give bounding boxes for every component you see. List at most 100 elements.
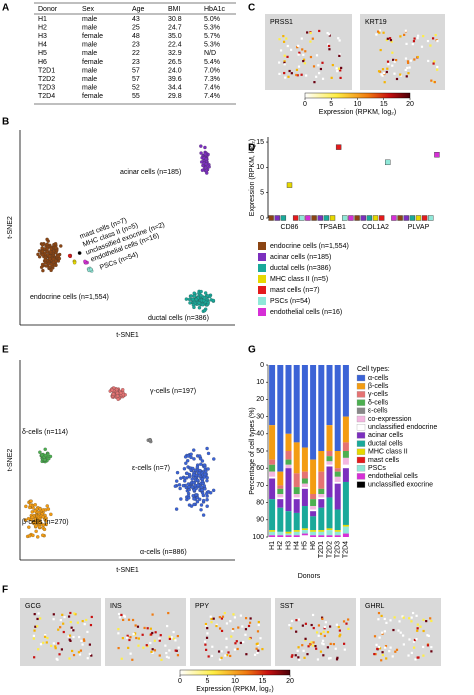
cell-dot [378, 31, 381, 34]
cell-dot [127, 618, 131, 621]
cell-dot [45, 504, 49, 508]
cell-dot [283, 71, 286, 75]
cell-dot [319, 67, 323, 71]
cell-dot [290, 655, 293, 658]
cell-dot [326, 31, 329, 35]
cell-dot [202, 296, 207, 300]
bar-segment [293, 473, 300, 488]
cell-dot [229, 654, 232, 658]
feature-panel [265, 14, 352, 90]
cell-dot [58, 653, 61, 656]
cell-dot [42, 527, 47, 532]
cell-dot [47, 265, 52, 270]
cell-dot [295, 619, 298, 622]
table-cell: 23 [132, 42, 140, 49]
table-cell: N/D [204, 50, 216, 57]
bar-segment [269, 499, 276, 531]
cell-dot [69, 620, 72, 624]
cell-dot [381, 68, 385, 71]
legend-label: ductal cells [368, 440, 403, 447]
cell-dot [419, 625, 422, 628]
y-tick-label: 70 [256, 482, 264, 489]
legend-swatch [356, 448, 366, 455]
x-tick-label: H1 [269, 541, 276, 550]
cell-dot [336, 656, 339, 659]
legend-label: ductal cells (n=386) [270, 265, 331, 272]
bar-segment [342, 533, 349, 537]
table-cell: 39.6 [168, 76, 182, 83]
cell-dot [192, 305, 196, 310]
cell-dot [43, 453, 48, 458]
cell-dot [385, 621, 388, 624]
cluster-label: acinar cells (n=185) [120, 169, 181, 176]
bar-segment [318, 497, 325, 500]
cell-dot [173, 484, 178, 488]
cell-dot [209, 615, 212, 618]
cell-dot [129, 636, 132, 639]
cell-dot [297, 65, 301, 68]
cell-dot [297, 646, 300, 649]
bar-segment [301, 471, 308, 479]
cell-dot [205, 478, 209, 483]
cluster-label: δ-cells (n=114) [22, 429, 68, 436]
legend-label: mast cells (n=7) [270, 287, 320, 294]
cell-dot [34, 625, 37, 628]
median-marker [397, 215, 403, 221]
bar-segment [301, 528, 308, 531]
cell-dot [303, 62, 306, 65]
cell-dot [407, 61, 410, 64]
table-cell: H4 [38, 42, 47, 49]
cell-dot [399, 73, 402, 76]
cell-dot [37, 648, 40, 651]
cell-dot [295, 68, 299, 72]
median-marker [348, 215, 354, 221]
cell-dot [425, 619, 428, 623]
cell-dot [282, 34, 285, 38]
cell-dot [151, 648, 154, 651]
cell-dot [300, 73, 303, 76]
bar-segment [285, 459, 292, 465]
gene-label: PPY [195, 603, 209, 610]
cell-dot [301, 48, 304, 51]
cell-dot [71, 649, 74, 653]
cell-dot [134, 632, 137, 635]
cell-dot [72, 629, 75, 632]
bar-segment [293, 497, 300, 500]
cell-dot [298, 658, 301, 661]
cell-dot [312, 626, 315, 630]
cell-dot [385, 70, 388, 74]
cell-dot [327, 657, 331, 660]
y-axis-label: t-SNE2 [7, 449, 14, 472]
cell-dot [202, 308, 207, 313]
cell-dot [416, 37, 419, 40]
cell-dot [150, 633, 153, 636]
bar-segment [285, 531, 292, 534]
x-tick-label: H2 [277, 541, 284, 550]
cell-dot [312, 641, 315, 644]
cell-dot [305, 74, 308, 77]
cell-dot [203, 487, 207, 491]
cell-dot [188, 301, 192, 305]
cell-dot [116, 397, 120, 401]
cell-dot [380, 73, 383, 76]
bar-segment [342, 468, 349, 482]
bar-segment [269, 425, 276, 460]
cell-dot [154, 631, 157, 634]
cell-dot [338, 53, 341, 56]
cell-dot [239, 641, 242, 645]
cell-dot [335, 623, 338, 626]
cell-dot [195, 478, 200, 482]
cell-dot [259, 637, 262, 640]
cell-dot [203, 640, 207, 643]
cell-dot [301, 624, 304, 627]
cell-dot [290, 619, 294, 623]
x-tick-label: CD86 [281, 224, 299, 231]
x-tick-label: COL1A2 [362, 224, 389, 231]
cell-dot [430, 619, 433, 623]
table-cell: 7.4% [204, 93, 220, 100]
cell-dot [80, 639, 83, 642]
cell-dot [200, 459, 205, 463]
cell-dot [315, 75, 318, 78]
cell-dot [110, 388, 114, 392]
cell-dot [38, 507, 42, 511]
